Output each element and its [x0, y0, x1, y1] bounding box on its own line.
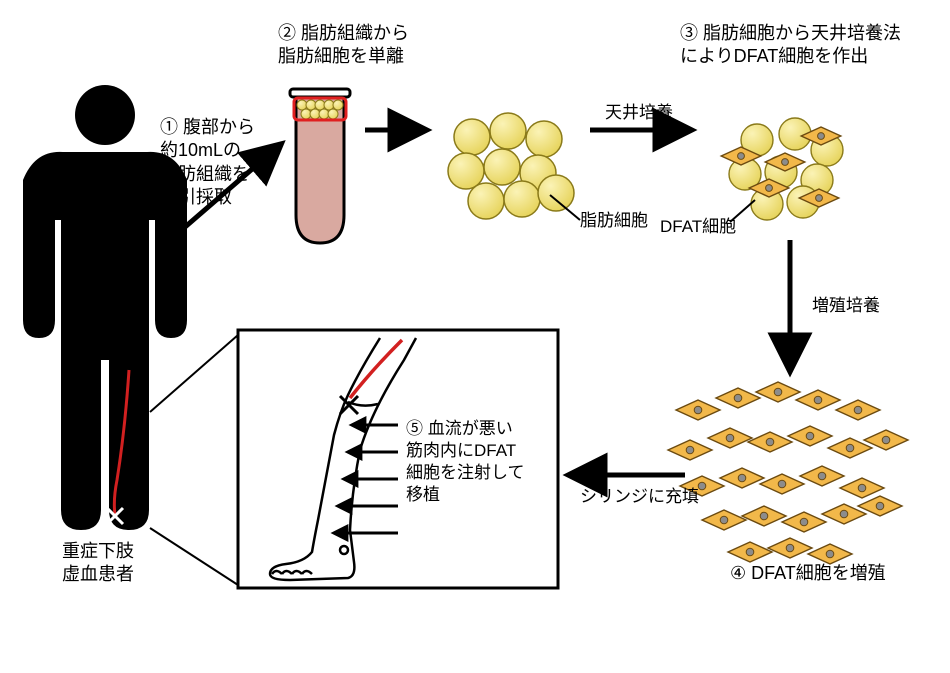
test-tube-icon	[290, 89, 350, 243]
dfat-expanded-cluster-icon	[668, 382, 908, 564]
proliferation-label: 増殖培養	[812, 295, 880, 317]
step3-label: ③ 脂肪細胞から天井培養法 によりDFAT細胞を作出	[680, 22, 901, 69]
tube-cells	[297, 100, 343, 119]
step1-label: ① 腹部から 約10mLの 脂肪組織を 吸引採取	[160, 116, 255, 210]
dfat-mixed-cluster-icon	[721, 118, 843, 220]
fat-cell-cluster-icon	[448, 113, 574, 219]
step5-label: ⑤ 血流が悪い 筋肉内にDFAT 細胞を注射して 移植	[406, 418, 525, 506]
dfatcell-label: DFAT細胞	[660, 216, 736, 238]
ceilingculture-label: 天井培養	[605, 102, 673, 124]
step2-label: ② 脂肪組織から 脂肪細胞を単離	[278, 22, 409, 69]
syringe-label: シリンジに充填	[580, 486, 699, 508]
step4-label: ④ DFAT細胞を増殖	[730, 562, 886, 585]
patient-label: 重症下肢 虚血患者	[62, 540, 134, 587]
fatcell-label: 脂肪細胞	[580, 210, 648, 232]
